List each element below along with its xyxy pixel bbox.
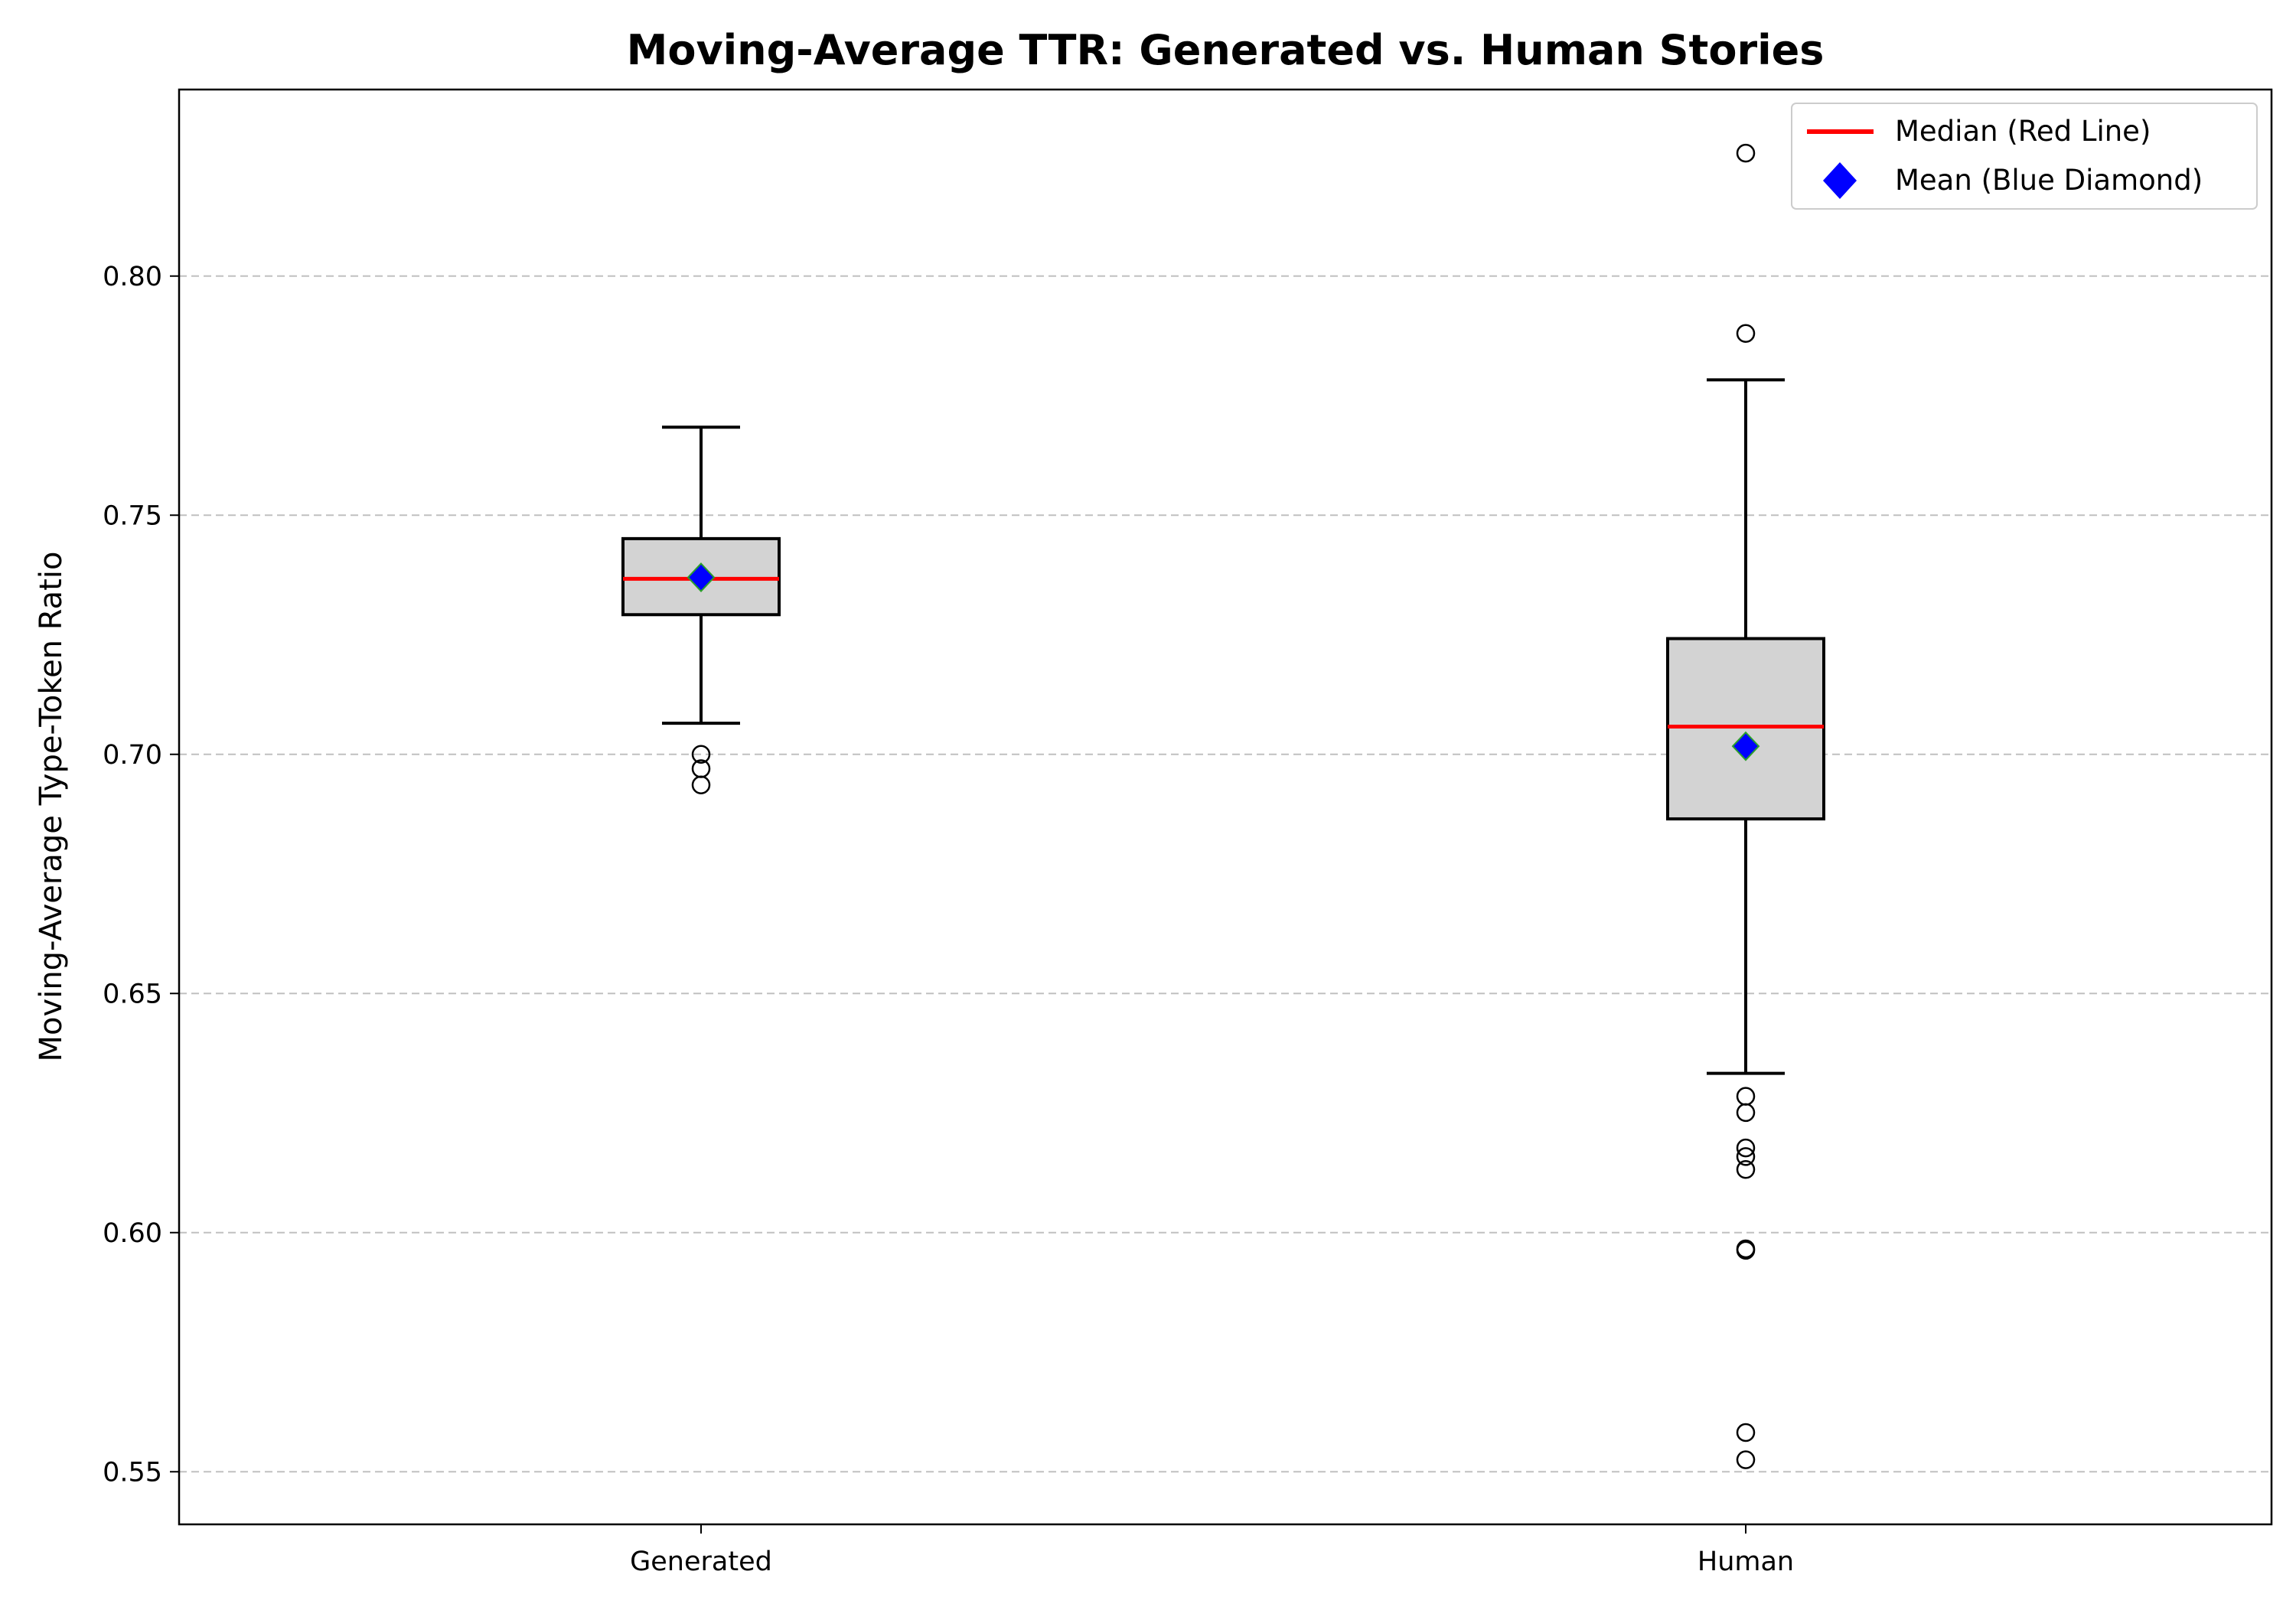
y-axis-label: Moving-Average Type-Token Ratio (34, 552, 69, 1062)
human-outlier-point (1736, 1138, 1756, 1158)
human-mean-diamond (1731, 731, 1760, 761)
x-tick-label: Human (1698, 1547, 1794, 1577)
human-outlier-point (1736, 1103, 1756, 1123)
y-tick-label: 0.80 (103, 262, 162, 292)
grid-lines (179, 275, 2272, 1473)
human-box (1666, 637, 1825, 821)
human-outlier-point (1736, 1240, 1756, 1260)
legend-mean-diamond-icon (1823, 162, 1857, 199)
generated-mean-diamond (687, 562, 716, 592)
legend-frame (1791, 103, 2258, 210)
y-tick-label: 0.70 (103, 740, 162, 771)
human-outlier-point (1736, 143, 1756, 163)
chart-title: Moving-Average TTR: Generated vs. Human … (627, 26, 1825, 74)
human-outlier-point (1736, 1160, 1756, 1179)
legend: Median (Red Line) Mean (Blue Diamond) (1791, 103, 2258, 210)
human-outlier-point (1736, 324, 1756, 343)
y-tick-label: 0.75 (103, 500, 162, 531)
plot-area-frame (178, 88, 2273, 1526)
human-outlier-point (1736, 1423, 1756, 1442)
generated-outlier-point (691, 775, 711, 794)
legend-label-median: Median (Red Line) (1895, 115, 2151, 148)
x-tick-label: Generated (630, 1547, 772, 1577)
generated-outlier-point (691, 745, 711, 764)
y-tick-label: 0.55 (103, 1457, 162, 1488)
y-tick-label: 0.65 (103, 979, 162, 1009)
human-outlier-point (1736, 1147, 1756, 1166)
human-outlier-point (1736, 1450, 1756, 1469)
y-tick-label: 0.60 (103, 1218, 162, 1249)
legend-label-mean: Mean (Blue Diamond) (1895, 164, 2203, 197)
boxes (621, 143, 1825, 1469)
axis-ticks: 0.55 0.60 0.65 0.70 0.75 0.80 Generated Human (103, 262, 1794, 1577)
